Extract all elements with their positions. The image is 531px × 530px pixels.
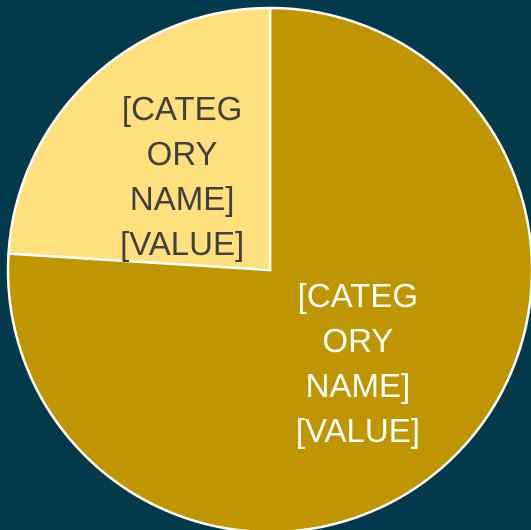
pie-slice (7, 6, 272, 272)
category-label: [CATEG ORY NAME] (298, 277, 418, 404)
value-label: [VALUE] (120, 225, 244, 262)
value-label: [VALUE] (296, 412, 420, 449)
category-label: [CATEG ORY NAME] (122, 90, 242, 217)
pie-slice (6, 6, 531, 530)
